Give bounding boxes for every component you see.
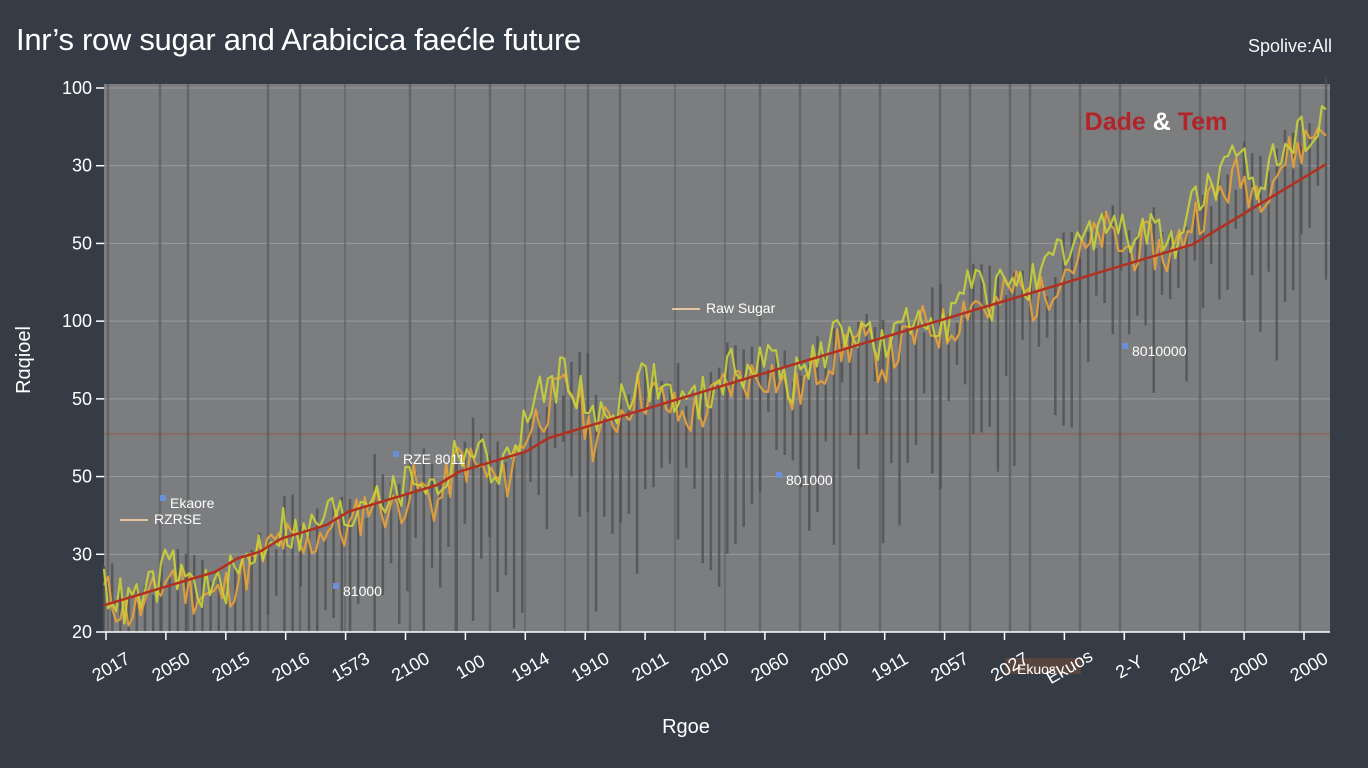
x-tick-label: 2100 — [388, 648, 433, 685]
annotation-label: 8010000 — [1132, 343, 1187, 359]
annotation-marker — [1005, 658, 1081, 674]
y-axis-label: Rɑqioel — [13, 326, 35, 394]
x-axis-label: Rgoe — [662, 716, 710, 738]
annotation-label: Ekaore — [170, 495, 215, 511]
scope-selector[interactable]: Spolive:All — [1247, 36, 1332, 56]
x-tick-label: 2011 — [628, 648, 672, 685]
annotation-label: RZRSE — [154, 511, 201, 527]
overlay-label: Dade & Tem — [1085, 108, 1228, 136]
x-tick-label: 2057 — [927, 648, 972, 685]
annotation-marker — [333, 583, 339, 589]
annotation-label: RZE 8011 — [403, 451, 465, 467]
y-tick-label: 50 — [72, 233, 92, 253]
overlay-label-part: & — [1153, 108, 1171, 136]
y-tick-label: 50 — [72, 389, 92, 409]
overlay-label-part: Tem — [1171, 108, 1228, 136]
x-tick-label: 1914 — [508, 648, 553, 685]
x-tick-label: 2010 — [688, 648, 733, 685]
annotation-marker — [393, 451, 399, 457]
x-tick-label: 2-Y — [1112, 651, 1146, 682]
x-tick-label: Ekuos — [1043, 646, 1096, 688]
x-tick-label: 100 — [452, 651, 488, 683]
annotation-marker — [1122, 343, 1128, 349]
y-tick-label: 50 — [72, 467, 92, 487]
annotation-label: 81000 — [343, 583, 382, 599]
y-tick-label: 100 — [62, 78, 92, 98]
x-tick-label: 2050 — [149, 648, 194, 685]
x-tick-label: 2015 — [208, 648, 253, 685]
x-tick-label: 1910 — [568, 648, 613, 685]
y-axis: 100 30 50 100 50 50 30 20 — [62, 78, 104, 642]
annotation-label: Raw Sugar — [706, 300, 776, 316]
x-axis: 2017 2050 2015 2016 1573 2100 100 1914 1910 2011 2… — [89, 631, 1332, 688]
x-tick-label: 2017 — [89, 648, 134, 685]
x-tick-label: 2000 — [1287, 648, 1332, 685]
annotation-label: Ekuos — [1017, 661, 1056, 677]
x-tick-label: 2060 — [748, 648, 793, 685]
series-line — [103, 163, 1327, 607]
x-tick-label: 1573 — [328, 648, 373, 685]
annotation-label: 801000 — [786, 472, 833, 488]
series-layer — [102, 105, 1327, 627]
x-tick-label: 1911 — [868, 648, 912, 685]
y-tick-label: 20 — [72, 622, 92, 642]
y-tick-label: 30 — [72, 544, 92, 564]
x-tick-label: 2024 — [1167, 648, 1212, 685]
x-tick-label: 2027 — [987, 648, 1032, 685]
chart-title: Inr’s row sugar and Arabicica faećle fut… — [16, 22, 581, 57]
y-tick-label: 100 — [62, 311, 92, 331]
annotation-marker — [160, 495, 166, 501]
annotation-marker — [776, 472, 782, 478]
series-line — [102, 105, 1327, 625]
overlay-label-part: Dade — [1085, 108, 1153, 136]
y-tick-label: 30 — [72, 156, 92, 176]
x-tick-label: 2000 — [807, 648, 852, 685]
x-tick-label: 2016 — [268, 648, 313, 685]
x-tick-label: 2000 — [1227, 648, 1272, 685]
